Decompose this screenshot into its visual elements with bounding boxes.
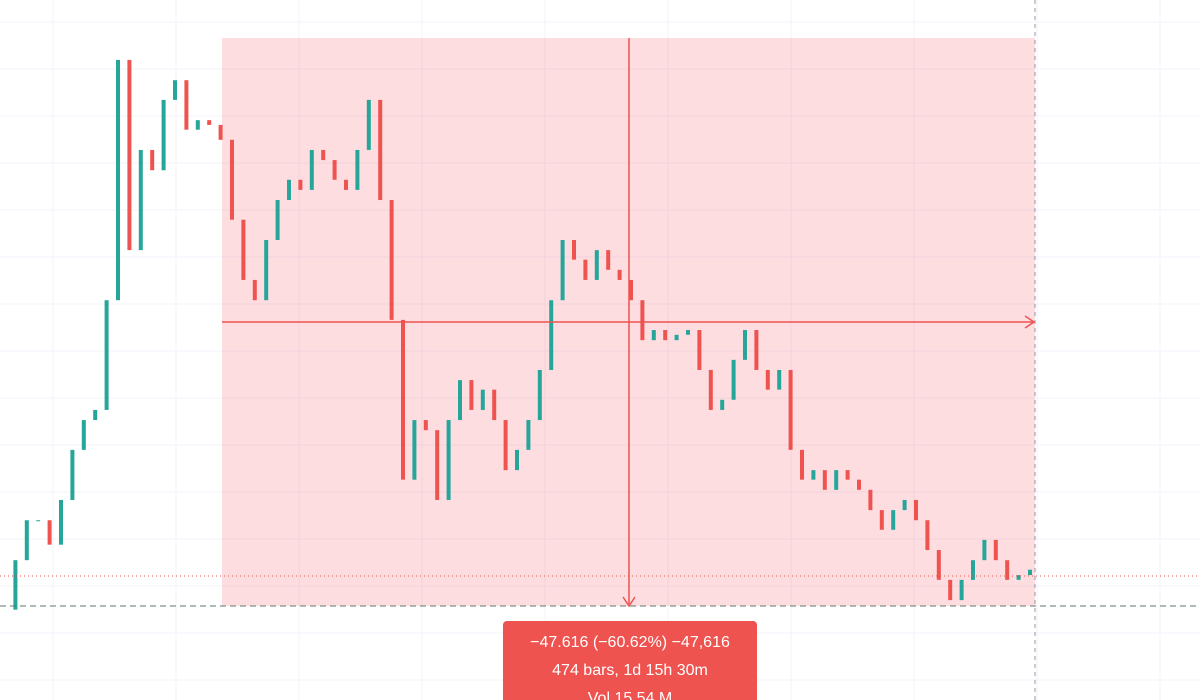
- candle: [1016, 575, 1021, 580]
- candle: [252, 279, 257, 301]
- candle: [241, 219, 246, 280]
- candle: [925, 520, 930, 551]
- candle: [138, 149, 143, 251]
- measure-volume: Vol 15.54 M: [588, 690, 673, 700]
- candle: [857, 479, 861, 490]
- candle: [629, 279, 633, 301]
- candle: [116, 59, 120, 301]
- candle: [1005, 560, 1010, 580]
- candle: [971, 560, 975, 580]
- candle: [879, 510, 884, 530]
- candle: [606, 250, 611, 270]
- candle: [275, 200, 280, 240]
- candle: [515, 449, 519, 471]
- candle: [378, 99, 383, 201]
- candle: [993, 539, 998, 561]
- candle: [161, 99, 166, 171]
- candle: [59, 499, 63, 545]
- candle: [435, 430, 440, 500]
- candle: [731, 359, 736, 400]
- candle: [697, 330, 702, 370]
- candle: [480, 389, 485, 410]
- candle: [1028, 569, 1032, 576]
- candle: [24, 520, 29, 561]
- candle: [663, 330, 668, 341]
- candle: [765, 369, 770, 390]
- candle: [36, 520, 41, 522]
- candle: [572, 239, 576, 260]
- measure-change: −47.616 (−60.62%) −47,616: [530, 634, 730, 651]
- candle: [127, 59, 132, 251]
- candle: [355, 149, 360, 190]
- candle: [834, 470, 839, 490]
- candle: [81, 420, 86, 450]
- candle: [583, 259, 588, 280]
- candle: [218, 124, 223, 140]
- candles: [13, 59, 1032, 610]
- candle: [560, 239, 565, 301]
- candle: [70, 449, 75, 500]
- candle: [537, 369, 542, 421]
- candle: [401, 319, 405, 480]
- candle: [788, 369, 793, 450]
- measure-v-arrow-head: [622, 596, 636, 608]
- candle: [754, 330, 759, 370]
- candle: [845, 470, 850, 480]
- candle: [184, 80, 189, 130]
- candle: [230, 139, 234, 220]
- measure-h-arrow-head: [1024, 315, 1036, 329]
- candle: [914, 499, 918, 521]
- candle: [104, 300, 109, 410]
- measure-bars: 474 bars, 1d 15h 30m: [552, 662, 708, 679]
- candle: [13, 560, 18, 610]
- candle: [982, 539, 987, 561]
- candle: [686, 330, 690, 335]
- candle: [948, 579, 953, 601]
- candle: [389, 200, 394, 320]
- candle: [811, 470, 816, 480]
- candle: [458, 380, 462, 421]
- candle: [617, 269, 622, 280]
- candle: [298, 179, 303, 190]
- candle: [309, 149, 314, 190]
- candle: [549, 300, 554, 370]
- candle: [93, 409, 98, 421]
- candle: [264, 239, 269, 301]
- candle: [173, 80, 177, 100]
- candle: [640, 300, 645, 341]
- candle: [936, 550, 941, 580]
- candle: [674, 334, 679, 341]
- candle: [800, 449, 804, 480]
- candle: [412, 420, 417, 480]
- candle: [720, 399, 725, 410]
- candle: [492, 389, 497, 421]
- candle: [446, 420, 451, 500]
- candle: [526, 420, 531, 450]
- candle: [332, 160, 337, 180]
- candle: [195, 120, 200, 130]
- candle: [594, 250, 599, 280]
- candle: [891, 510, 896, 530]
- candle: [743, 330, 747, 360]
- candle: [207, 120, 212, 125]
- candle: [959, 579, 964, 601]
- candle: [150, 149, 155, 171]
- candle: [47, 520, 52, 545]
- candle: [868, 489, 873, 511]
- candle: [366, 99, 371, 150]
- candle: [777, 369, 782, 390]
- candle: [822, 470, 827, 490]
- candle: [651, 330, 656, 341]
- candle: [503, 420, 508, 471]
- candle: [321, 149, 326, 161]
- candle: [423, 420, 428, 431]
- candle: [344, 179, 348, 190]
- candle: [287, 179, 291, 201]
- candle: [708, 369, 713, 410]
- candle: [469, 380, 474, 410]
- candle: [902, 499, 907, 511]
- measure-tooltip: [503, 621, 757, 700]
